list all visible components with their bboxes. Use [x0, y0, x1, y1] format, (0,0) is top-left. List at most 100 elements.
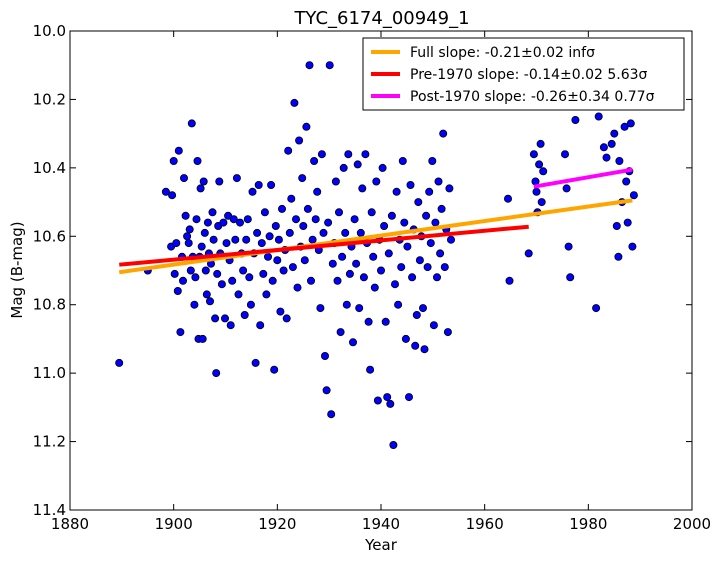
data-point	[239, 266, 248, 275]
data-point	[629, 191, 638, 200]
data-point	[290, 98, 299, 107]
data-point	[614, 252, 623, 261]
x-tick-label: 1880	[51, 515, 89, 533]
x-axis-label: Year	[364, 536, 398, 554]
data-point	[288, 263, 297, 272]
data-point	[610, 129, 619, 138]
data-point	[422, 211, 431, 220]
data-point	[306, 276, 315, 285]
data-point	[333, 276, 342, 285]
data-point	[263, 252, 272, 261]
data-point	[254, 180, 263, 189]
data-point	[372, 177, 381, 186]
data-point	[536, 139, 545, 148]
data-point	[208, 208, 217, 217]
data-point	[198, 334, 207, 343]
data-point	[445, 184, 454, 193]
data-point	[222, 239, 231, 248]
data-point	[345, 269, 354, 278]
data-point	[325, 61, 334, 70]
y-axis: 10.0 10.2 10.4 10.6 10.8 11.0 11.2 11.4	[33, 22, 692, 519]
legend: Full slope: -0.21±0.02 infσ Pre-1970 slop…	[362, 37, 685, 111]
data-point	[257, 239, 266, 248]
data-point	[232, 174, 241, 183]
lines-layer	[118, 167, 633, 275]
data-point	[199, 177, 208, 186]
data-point	[293, 283, 302, 292]
data-point	[387, 211, 396, 220]
fit-line-3	[533, 167, 633, 189]
data-point	[361, 150, 370, 159]
data-point	[245, 273, 254, 282]
data-point	[505, 276, 514, 285]
data-point	[267, 180, 276, 189]
data-point	[599, 143, 608, 152]
data-point	[437, 204, 446, 213]
data-point	[190, 300, 199, 309]
data-point	[191, 273, 200, 282]
data-point	[220, 314, 229, 323]
data-point	[168, 191, 177, 200]
data-point	[299, 221, 308, 230]
data-point	[352, 259, 361, 268]
data-point	[209, 235, 218, 244]
data-point	[607, 139, 616, 148]
data-point	[277, 204, 286, 213]
data-point	[271, 221, 280, 230]
data-point	[235, 218, 244, 227]
data-point	[336, 328, 345, 337]
data-point	[429, 321, 438, 330]
data-point	[592, 304, 601, 313]
data-point	[628, 242, 637, 251]
data-point	[411, 341, 420, 350]
data-point	[341, 228, 350, 237]
data-point	[353, 160, 362, 169]
data-point	[316, 304, 325, 313]
data-point	[226, 321, 235, 330]
data-point	[381, 317, 390, 326]
y-tick-label: 10.2	[33, 90, 66, 108]
data-point	[243, 215, 252, 224]
data-point	[284, 146, 293, 155]
data-point	[170, 269, 179, 278]
data-point	[389, 440, 398, 449]
data-point	[562, 184, 571, 193]
data-point	[169, 156, 178, 165]
data-point	[366, 365, 375, 374]
fit-line-2	[119, 224, 529, 267]
fit-line-1	[118, 198, 633, 275]
y-tick-label: 10.0	[33, 22, 66, 40]
data-point	[334, 208, 343, 217]
data-point	[201, 266, 210, 275]
data-point	[432, 273, 441, 282]
data-point	[612, 221, 621, 230]
data-point	[179, 174, 188, 183]
data-point	[273, 256, 282, 265]
data-point	[524, 249, 533, 258]
data-point	[184, 239, 193, 248]
data-point	[234, 290, 243, 299]
data-point	[620, 122, 629, 131]
data-point	[327, 410, 336, 419]
x-tick-label: 1980	[569, 515, 607, 533]
data-point	[594, 112, 603, 121]
data-point	[229, 215, 238, 224]
data-point	[248, 187, 257, 196]
data-point	[446, 235, 455, 244]
chart-title: TYC_6174_00949_1	[293, 8, 469, 29]
data-point	[274, 235, 283, 244]
data-point	[350, 215, 359, 224]
data-point	[187, 119, 196, 128]
data-point	[302, 122, 311, 131]
data-point	[181, 211, 190, 220]
data-point	[324, 218, 333, 227]
data-point	[358, 184, 367, 193]
data-point	[412, 310, 421, 319]
data-point	[320, 351, 329, 360]
data-point	[400, 218, 409, 227]
data-point	[285, 228, 294, 237]
data-point	[535, 160, 544, 169]
data-point	[298, 174, 307, 183]
data-point	[303, 204, 312, 213]
data-point	[338, 252, 347, 261]
